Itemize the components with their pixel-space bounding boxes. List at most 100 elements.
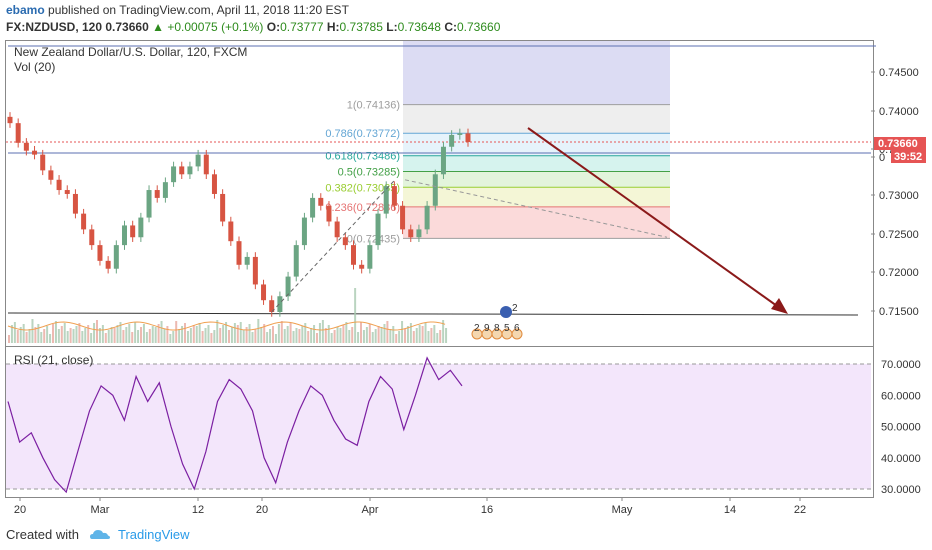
volume-bar: [160, 321, 163, 343]
volume-bar: [266, 332, 269, 343]
volume-bar: [277, 324, 280, 343]
fib-zone: [403, 171, 670, 188]
volume-bar: [122, 330, 125, 343]
time-tick-label: Mar: [91, 504, 110, 516]
volume-bar: [365, 327, 368, 343]
volume-bar: [116, 325, 119, 343]
volume-bar: [383, 324, 386, 343]
volume-bar: [172, 331, 175, 343]
candle-body: [252, 256, 258, 285]
volume-bar: [333, 330, 336, 343]
candle-body: [113, 245, 119, 269]
volume-bar: [304, 323, 307, 343]
volume-bar: [442, 320, 445, 343]
chart-canvas[interactable]: 1(0.74136) 0.786(0.73772) 0.618(0.73486) 0.…: [0, 0, 932, 525]
event-badge-count: 2: [512, 303, 518, 314]
volume-bar: [140, 327, 142, 343]
volume-bar: [371, 332, 374, 343]
volume-bar: [236, 325, 239, 343]
volume-bar: [310, 328, 313, 343]
last-price: 0.73660: [105, 20, 149, 34]
volume-bar: [178, 329, 181, 343]
volume-bar: [166, 326, 169, 343]
volume-bar: [225, 322, 228, 343]
volume-bar: [254, 329, 257, 343]
volume-bar: [307, 331, 310, 343]
candle-body: [383, 186, 389, 214]
volume-bar: [245, 327, 248, 343]
rsi-tick-label: 60.0000: [881, 390, 921, 402]
volume-bar: [239, 322, 242, 343]
volume-bar: [198, 323, 201, 343]
volume-bar: [274, 334, 277, 343]
volume-bar: [69, 328, 72, 343]
volume-bar: [40, 332, 43, 343]
projection-arrow-head: [771, 298, 788, 314]
fib-extension-zone: [403, 41, 670, 105]
volume-bar: [142, 324, 145, 343]
volume-bar: [37, 324, 40, 343]
volume-bar: [283, 329, 286, 343]
volume-bar: [280, 321, 283, 343]
volume-bar: [43, 329, 46, 343]
volume-bar: [222, 325, 225, 343]
volume-bar: [404, 329, 406, 343]
candle-body: [40, 154, 46, 171]
volume-bar: [151, 326, 154, 343]
volume-bar: [412, 331, 415, 343]
rsi-tick-label: 70.0000: [881, 359, 921, 371]
volume-bar: [169, 334, 172, 343]
price-tick-label: 0.71500: [879, 306, 919, 318]
candle-body: [211, 174, 217, 194]
time-tick-label: May: [612, 504, 633, 516]
fib-level-label: 0.236(0.72836): [325, 202, 400, 214]
candle-body: [236, 241, 242, 265]
volume-bar: [272, 326, 274, 343]
candle-body: [23, 142, 29, 151]
candle-body: [318, 197, 324, 206]
volume-bar: [327, 325, 330, 343]
volume-bar: [204, 328, 207, 343]
volume-bar: [398, 331, 401, 343]
volume-bar: [260, 327, 263, 343]
volume-bar: [316, 333, 318, 343]
candle-body: [465, 133, 471, 143]
time-tick-label: 12: [192, 504, 204, 516]
volume-bar: [424, 323, 427, 343]
rsi-panel[interactable]: [5, 346, 874, 498]
volume-bar: [395, 334, 398, 343]
volume-bar: [19, 327, 22, 343]
candle-body: [97, 245, 103, 261]
price-tick-label: 0.72000: [879, 267, 919, 279]
volume-bar: [28, 329, 31, 343]
time-tick-label: 16: [481, 504, 493, 516]
candle-body: [15, 123, 21, 143]
countdown-tag-text: 39:52: [894, 151, 922, 163]
volume-bar: [189, 328, 192, 343]
candle-body: [179, 166, 185, 175]
volume-bar: [269, 329, 272, 343]
rsi-tick-label: 50.0000: [881, 422, 921, 434]
event-digit: 2: [474, 323, 480, 334]
candle-body: [301, 217, 307, 246]
volume-bar: [321, 320, 324, 343]
volume-bar: [409, 323, 412, 343]
price-chart-title: New Zealand Dollar/U.S. Dollar, 120, FXC…: [14, 45, 247, 59]
volume-bar: [357, 332, 360, 343]
publish-line: ebamo published on TradingView.com, Apri…: [6, 3, 349, 17]
volume-bar: [8, 335, 10, 343]
event-digit: 9: [484, 323, 490, 334]
volume-bar: [195, 326, 198, 343]
symbol-label: FX:NZDUSD, 120: [6, 20, 103, 34]
candle-body: [244, 256, 250, 265]
tradingview-logo-text[interactable]: TradingView: [118, 527, 190, 542]
volume-bar: [233, 323, 236, 343]
volume-bar: [210, 333, 213, 343]
time-tick-label: 14: [724, 504, 736, 516]
volume-bar: [137, 330, 140, 343]
low-value: 0.73648: [397, 20, 441, 34]
candle-body: [261, 284, 267, 301]
author-link[interactable]: ebamo: [6, 3, 45, 17]
volume-bar: [292, 331, 295, 343]
volume-bar: [360, 322, 362, 343]
